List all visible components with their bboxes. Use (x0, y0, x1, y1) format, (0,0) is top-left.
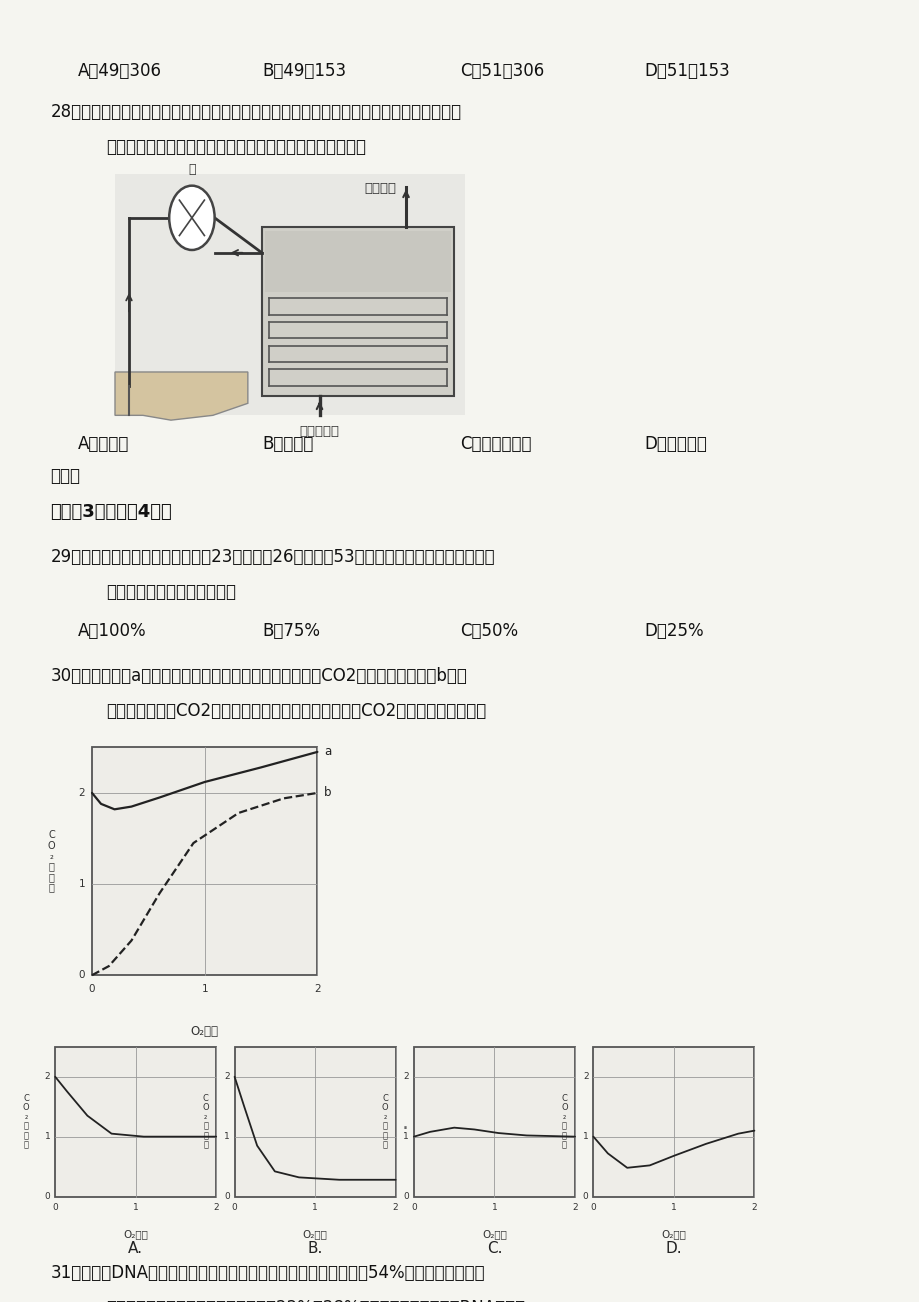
Text: 1: 1 (491, 1203, 497, 1212)
Text: 0: 0 (79, 970, 85, 980)
Text: 1: 1 (132, 1203, 139, 1212)
Text: A．100%: A．100% (78, 622, 147, 641)
Text: 30．右图中曲线a表示水稻根有氧呼吸和无氧呼吸所释放的CO2总量的变化，曲线b表示: 30．右图中曲线a表示水稻根有氧呼吸和无氧呼吸所释放的CO2总量的变化，曲线b表… (51, 667, 467, 685)
Text: C
O
₂
释
放
量: C O ₂ 释 放 量 (561, 1094, 567, 1150)
Text: 0: 0 (44, 1193, 51, 1200)
Text: 嘌呤与胸腺嘧啶分别占该链碱基总数的22%和28%，则由该链转录的信使RNA中鸟嘌: 嘌呤与胸腺嘧啶分别占该链碱基总数的22%和28%，则由该链转录的信使RNA中鸟嘌 (106, 1299, 525, 1302)
Text: B．75%: B．75% (262, 622, 320, 641)
Text: O₂浓度: O₂浓度 (302, 1229, 327, 1240)
Text: C
O
₂
释
放
量: C O ₂ 释 放 量 (23, 1094, 29, 1150)
Text: 血浆等渗液: 血浆等渗液 (300, 424, 339, 437)
Text: 2: 2 (583, 1073, 588, 1081)
Text: 0: 0 (52, 1203, 58, 1212)
Text: 0: 0 (590, 1203, 596, 1212)
Text: D.: D. (664, 1242, 682, 1256)
Text: B.: B. (307, 1242, 323, 1256)
Text: 2: 2 (313, 984, 321, 995)
Bar (262, 228, 454, 396)
Text: 1: 1 (312, 1203, 318, 1212)
Bar (593, 1047, 754, 1197)
Text: D．允许蛋白: D．允许蛋白 (643, 435, 706, 453)
Text: 有氧呼吸释放的CO2量的变化，则表示无氧呼吸释放的CO2量的变化是下图中的: 有氧呼吸释放的CO2量的变化，则表示无氧呼吸释放的CO2量的变化是下图中的 (106, 702, 485, 720)
Text: O₂浓度: O₂浓度 (661, 1229, 686, 1240)
Text: 疗。血透机工作原理如图，所用的透析管膜应具有的特点是: 疗。血透机工作原理如图，所用的透析管膜应具有的特点是 (106, 138, 366, 156)
Text: 2: 2 (403, 1073, 409, 1081)
Text: 1: 1 (78, 879, 85, 889)
Text: D．25%: D．25% (643, 622, 703, 641)
Circle shape (169, 186, 214, 250)
Text: 2: 2 (751, 1203, 756, 1212)
Text: 0: 0 (224, 1193, 230, 1200)
Text: 0: 0 (232, 1203, 237, 1212)
Text: b: b (323, 786, 332, 799)
Text: B．49，153: B．49，153 (262, 62, 346, 81)
Text: 1: 1 (670, 1203, 676, 1212)
Text: 1: 1 (403, 1133, 409, 1141)
Text: C
O
₂
释
放
量: C O ₂ 释 放 量 (202, 1094, 209, 1150)
Bar (55, 1047, 216, 1197)
Text: 2: 2 (213, 1203, 219, 1212)
Text: O₂浓度: O₂浓度 (123, 1229, 148, 1240)
Text: 2: 2 (224, 1073, 230, 1081)
Text: （三）3分题（共4题）: （三）3分题（共4题） (51, 503, 172, 521)
Text: ·: · (401, 1120, 408, 1139)
Text: O₂浓度: O₂浓度 (190, 1026, 219, 1038)
Text: 0: 0 (411, 1203, 416, 1212)
Text: 2: 2 (45, 1073, 51, 1081)
Bar (265, 230, 451, 292)
Polygon shape (115, 372, 247, 421)
Text: 2: 2 (572, 1203, 577, 1212)
Text: 透析管膜: 透析管膜 (364, 182, 396, 195)
Text: B．半透性: B．半透性 (262, 435, 313, 453)
Bar (234, 1047, 395, 1197)
Text: 泵: 泵 (188, 163, 196, 176)
Text: C
O
₂
释
放
量: C O ₂ 释 放 量 (381, 1094, 388, 1150)
Text: C
O
₂
释
放
量: C O ₂ 释 放 量 (48, 831, 55, 892)
Text: O₂浓度: O₂浓度 (482, 1229, 506, 1240)
Text: 1: 1 (224, 1133, 230, 1141)
Text: A．49，306: A．49，306 (78, 62, 162, 81)
Text: 其后代中白色个体所占比例是: 其后代中白色个体所占比例是 (106, 583, 235, 602)
Text: 1: 1 (44, 1133, 51, 1141)
Text: A.: A. (128, 1242, 143, 1256)
Text: 质通过: 质通过 (51, 467, 81, 486)
Bar (115, 174, 464, 415)
Text: A．全透性: A．全透性 (78, 435, 130, 453)
Text: 2: 2 (392, 1203, 398, 1212)
Text: D．51，153: D．51，153 (643, 62, 729, 81)
Bar (414, 1047, 574, 1197)
Text: 2: 2 (78, 788, 85, 798)
Text: 0: 0 (88, 984, 96, 995)
Text: a: a (323, 746, 331, 758)
Text: C．51，306: C．51，306 (460, 62, 544, 81)
Text: 1: 1 (201, 984, 208, 995)
Text: 31．在一个DNA分子中，腺嘌呤与胸腺嘧啶之和占全部碱基数目的54%，其中一条链中鸟: 31．在一个DNA分子中，腺嘌呤与胸腺嘧啶之和占全部碱基数目的54%，其中一条链… (51, 1264, 484, 1282)
Text: 0: 0 (583, 1193, 588, 1200)
Text: 0: 0 (403, 1193, 409, 1200)
Text: C．膜上有载体: C．膜上有载体 (460, 435, 531, 453)
Text: C.: C. (486, 1242, 502, 1256)
Text: 1: 1 (583, 1133, 588, 1141)
Text: 28．假药亮菌甲素注射液，其溶剂二甘醇进入人体后导致急性肾衰竭，临床上用血液透析治: 28．假药亮菌甲素注射液，其溶剂二甘醇进入人体后导致急性肾衰竭，临床上用血液透析… (51, 103, 461, 121)
Text: 29．棕色鸟与棕色鸟杂交，子代有23只白色，26只褐色，53只棕色。棕色鸟和白色鸟杂交，: 29．棕色鸟与棕色鸟杂交，子代有23只白色，26只褐色，53只棕色。棕色鸟和白色… (51, 548, 494, 566)
Bar (92, 747, 317, 975)
Text: C．50%: C．50% (460, 622, 517, 641)
